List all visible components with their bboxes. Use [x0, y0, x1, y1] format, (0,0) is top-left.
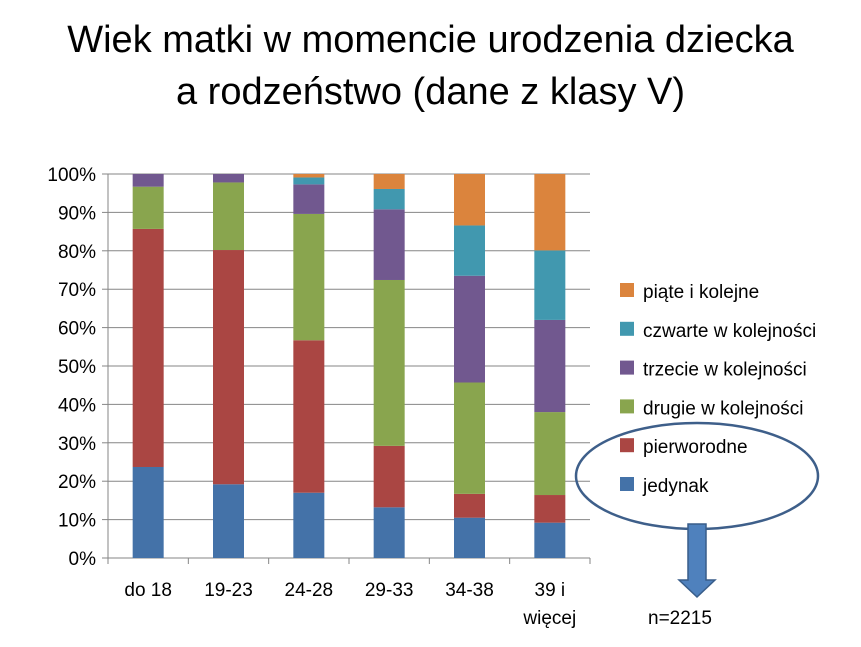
bar-segment-piąte-i-kolejne — [534, 174, 566, 251]
legend-swatch — [620, 477, 634, 491]
bar-segment-pierworodne — [373, 445, 405, 508]
bar-segment-jedynak — [373, 507, 405, 558]
bar-segment-drugie-w-kolejności — [293, 213, 325, 341]
legend-swatch — [620, 360, 634, 375]
bar-segment-pierworodne — [534, 495, 566, 523]
bar-segment-czwarte-w-kolejności — [373, 188, 405, 210]
chart-title-line-2: a rodzeństwo (dane z klasy V) — [175, 71, 685, 113]
bar-segment-piąte-i-kolejne — [293, 174, 325, 178]
bar-segment-trzecie-w-kolejności — [213, 174, 244, 183]
chart-title-line-1: Wiek matki w momencie urodzenia dziecka — [67, 19, 794, 61]
y-tick-label: 70% — [58, 280, 96, 301]
legend-swatch — [620, 399, 634, 414]
x-tick-label: 24-28 — [285, 580, 334, 601]
bar-segment-jedynak — [454, 517, 485, 558]
bar-segment-piąte-i-kolejne — [454, 174, 485, 226]
bar-segment-trzecie-w-kolejności — [454, 275, 485, 383]
bar-segment-jedynak — [213, 484, 244, 558]
x-tick-label: do 18 — [124, 580, 172, 601]
x-tick-label: 29-33 — [365, 580, 414, 601]
bar-segment-drugie-w-kolejności — [132, 186, 164, 229]
bar-segment-czwarte-w-kolejności — [293, 177, 325, 185]
bar-segment-jedynak — [293, 492, 325, 558]
bar-segment-drugie-w-kolejności — [373, 279, 405, 446]
bar-segment-pierworodne — [213, 250, 244, 485]
bar-segment-czwarte-w-kolejności — [534, 250, 566, 320]
x-tick-label: 34-38 — [445, 580, 494, 601]
down-arrow-icon — [677, 523, 717, 599]
bar-segment-drugie-w-kolejności — [534, 412, 566, 496]
bar-segment-jedynak — [534, 522, 566, 558]
bar-segment-trzecie-w-kolejności — [534, 319, 566, 413]
y-tick-label: 100% — [47, 165, 96, 186]
y-tick-label: 10% — [58, 511, 96, 532]
bar-segment-czwarte-w-kolejności — [454, 225, 485, 276]
bar-segment-trzecie-w-kolejności — [373, 209, 405, 280]
bar-segment-pierworodne — [454, 493, 485, 518]
y-tick-label: 90% — [58, 203, 96, 224]
chart-title: Wiek matki w momencie urodzenia dziecka … — [0, 14, 861, 118]
legend-label: piąte i kolejne — [643, 282, 759, 303]
y-tick-label: 30% — [58, 434, 96, 455]
legend-label: drugie w kolejności — [643, 398, 804, 419]
y-tick-label: 50% — [58, 357, 96, 378]
legend-label: jedynak — [642, 476, 709, 497]
legend-label: pierworodne — [643, 437, 748, 458]
bar-segment-trzecie-w-kolejności — [293, 184, 325, 214]
bar-segment-trzecie-w-kolejności — [132, 174, 164, 187]
bar-segment-piąte-i-kolejne — [373, 174, 405, 189]
legend-swatch — [620, 438, 634, 453]
x-tick-label: 39 i więcej — [522, 580, 576, 629]
legend-label: trzecie w kolejności — [643, 360, 807, 381]
bar-segment-drugie-w-kolejności — [454, 382, 485, 494]
y-tick-label: 20% — [58, 472, 96, 493]
legend-swatch — [620, 321, 634, 336]
y-tick-label: 60% — [58, 319, 96, 340]
y-tick-label: 80% — [58, 242, 96, 263]
y-tick-label: 0% — [69, 549, 97, 570]
sample-size-note: n=2215 — [648, 608, 712, 629]
legend-swatch — [620, 283, 634, 297]
y-tick-label: 40% — [58, 395, 96, 416]
x-tick-label: 19-23 — [204, 580, 253, 601]
bar-segment-pierworodne — [132, 228, 164, 467]
legend-label: czwarte w kolejności — [643, 321, 816, 342]
bar-segment-drugie-w-kolejności — [213, 182, 244, 251]
bar-segment-pierworodne — [293, 340, 325, 493]
bar-segment-jedynak — [132, 466, 164, 558]
